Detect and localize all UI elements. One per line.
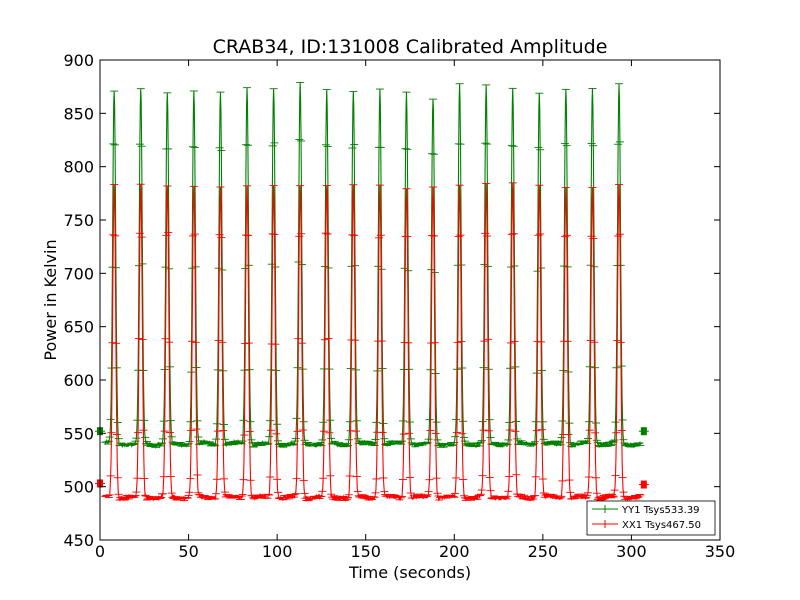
y-tick-label: 850 (63, 104, 94, 123)
y-tick-label: 750 (63, 211, 94, 230)
x-tick-label: 50 (178, 542, 198, 561)
y-tick-label: 700 (63, 264, 94, 283)
y-tick-label: 500 (63, 478, 94, 497)
legend-label-yy1: YY1 Tsys533.39 (621, 505, 700, 516)
legend-box (586, 500, 716, 536)
x-tick-label: 300 (616, 542, 647, 561)
legend: YY1 Tsys533.39 XX1 Tsys467.50 (586, 500, 716, 536)
legend-label-xx1: XX1 Tsys467.50 (622, 520, 701, 531)
chart-title: CRAB34, ID:131008 Calibrated Amplitude (213, 36, 608, 58)
ticks-layer: 0 50 100 150 200 250 300 350 450 500 550 600 650 700 7… (63, 51, 735, 561)
y-axis-title: Power in Kelvin (41, 239, 60, 360)
y-tick-label: 900 (63, 51, 94, 70)
x-tick-label: 350 (705, 542, 736, 561)
series-markers-1 (101, 182, 645, 502)
series-0 (95, 81, 649, 450)
x-tick-label: 100 (262, 542, 293, 561)
y-tick-label: 800 (63, 158, 94, 177)
y-tick-label: 450 (63, 531, 94, 550)
y-tick-label: 600 (63, 371, 94, 390)
series-markers-0 (101, 81, 645, 448)
x-tick-label: 0 (95, 542, 105, 561)
x-axis-title: Time (seconds) (348, 563, 471, 582)
x-tick-label: 200 (439, 542, 470, 561)
x-tick-label: 250 (528, 542, 559, 561)
plot-frame (99, 59, 721, 541)
y-tick-label: 650 (63, 318, 94, 337)
y-tick-label: 550 (63, 424, 94, 443)
x-tick-label: 150 (350, 542, 381, 561)
